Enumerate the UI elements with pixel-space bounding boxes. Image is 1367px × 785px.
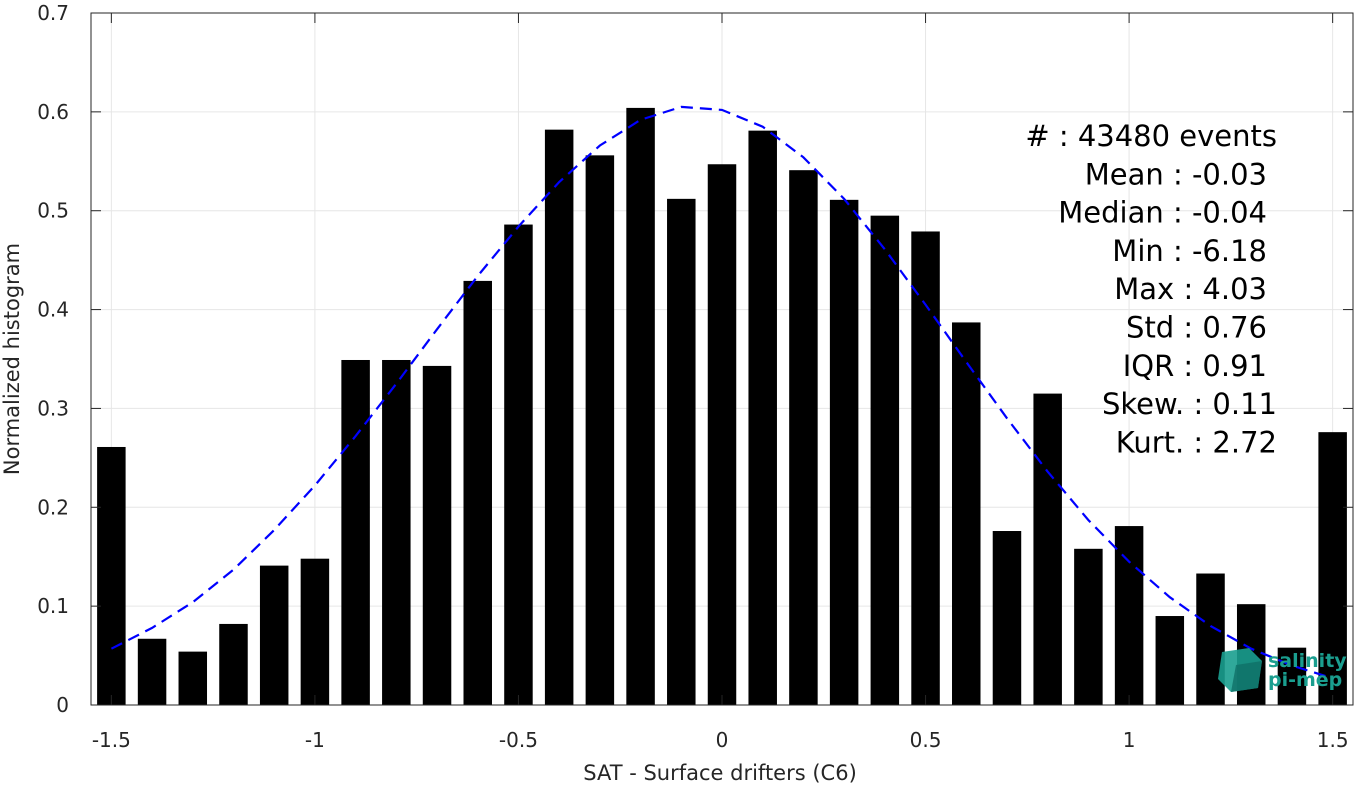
x-tick-label: -1.5 (92, 728, 131, 752)
histogram-bar (1033, 393, 1062, 705)
histogram-bar (178, 651, 208, 705)
y-tick-label: 0.6 (37, 100, 69, 124)
x-tick-label: -0.5 (499, 728, 538, 752)
histogram-bar (219, 623, 248, 705)
x-tick-label: -1 (305, 728, 325, 752)
histogram-bar (1277, 647, 1307, 705)
stat-line: Median : -0.04 (1058, 196, 1267, 230)
histogram-bar (341, 359, 370, 705)
x-tick-label: 1.5 (1317, 728, 1349, 752)
y-tick-label: 0.1 (37, 594, 69, 618)
histogram-bar (259, 565, 289, 705)
histogram-bar (667, 198, 696, 705)
histogram-bar (626, 107, 655, 706)
stat-line: Min : -6.18 (1112, 234, 1267, 268)
histogram-bar (992, 531, 1022, 705)
y-tick-label: 0.5 (37, 199, 69, 223)
histogram-bar (1196, 573, 1225, 705)
x-axis-label: SAT - Surface drifters (C6) (583, 761, 857, 785)
logo-text-line2: pi-mep (1268, 669, 1342, 691)
stat-line: # : 43480 events (1025, 119, 1277, 153)
x-tick-label: 1 (1123, 728, 1136, 752)
x-tick-label: 0.5 (910, 728, 942, 752)
histogram-bar (137, 638, 167, 705)
logo-text-line1: salinity (1268, 650, 1347, 672)
histogram-bar (422, 365, 452, 705)
y-tick-label: 0.2 (37, 495, 69, 519)
salinity-pimep-logo: salinity pi-mep (1218, 648, 1347, 692)
histogram-bar (789, 170, 818, 705)
y-tick-label: 0 (56, 693, 69, 717)
histogram-bar (463, 280, 492, 705)
histogram-bar (1318, 432, 1347, 705)
histogram-bar (382, 359, 411, 705)
x-tick-label: 0 (716, 728, 729, 752)
histogram-bar (1155, 616, 1185, 705)
normal-fit-curve (110, 105, 1333, 680)
histogram-bar (870, 215, 900, 705)
axis-tick-labels: -1.5 -1 -0.5 0 0.5 1 1.5 0 0.1 0.2 0.3 0.4 0.5 0.6 0.7 (37, 1, 1348, 752)
fit-curve-layer (110, 105, 1333, 680)
histogram-bar (829, 199, 859, 705)
y-tick-label: 0.7 (37, 1, 69, 25)
stat-line: Skew. : 0.11 (1102, 387, 1277, 421)
histogram-bar (300, 558, 330, 705)
histogram-bar (1114, 526, 1144, 705)
logo-cube-facet (1231, 661, 1262, 692)
histogram-bar (911, 231, 940, 705)
stat-line: Kurt. : 2.72 (1116, 425, 1277, 459)
histogram-bar (544, 129, 574, 705)
y-tick-label: 0.3 (37, 396, 69, 420)
stat-line: Std : 0.76 (1126, 311, 1267, 345)
stat-line: IQR : 0.91 (1123, 349, 1267, 383)
stat-line: Mean : -0.03 (1085, 157, 1267, 191)
histogram-bar (585, 155, 615, 706)
histogram-bar (952, 322, 981, 705)
histogram-bar (504, 224, 533, 705)
stat-line: Max : 4.03 (1114, 272, 1267, 306)
histogram-bar (1074, 548, 1103, 705)
histogram-bar (707, 164, 737, 705)
histogram-bars (97, 107, 1347, 706)
stats-box: # : 43480 events Mean : -0.03 Median : -0.… (1025, 119, 1277, 459)
histogram-bar (748, 130, 777, 705)
y-axis-label: Normalized histogram (0, 243, 24, 475)
axis-ticks (91, 12, 1353, 706)
histogram-bar (97, 446, 126, 705)
y-tick-label: 0.4 (37, 298, 69, 322)
